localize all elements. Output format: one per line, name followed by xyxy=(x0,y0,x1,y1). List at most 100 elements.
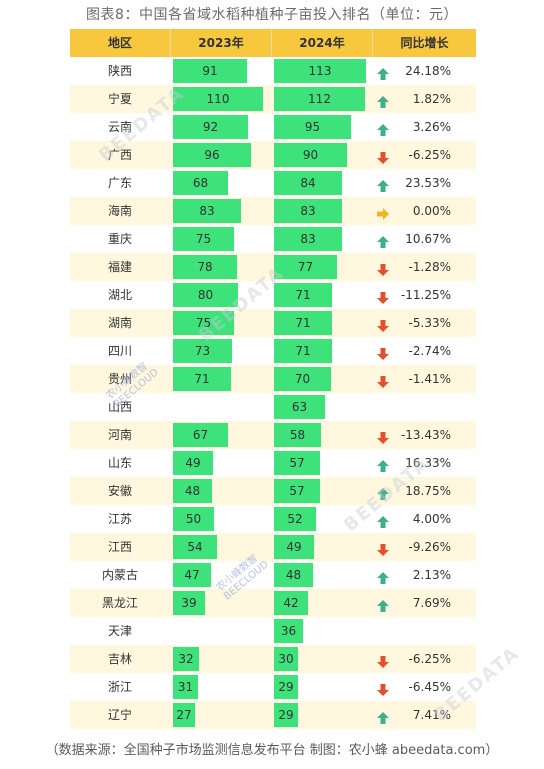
bar-2023 xyxy=(173,423,228,447)
arrow-up-icon xyxy=(377,709,389,724)
region-label: 天津 xyxy=(107,624,132,638)
value-2023: 67 xyxy=(192,428,209,442)
table-header: 地区 2023年 2024年 同比增长 xyxy=(70,29,476,57)
value-2023: 31 xyxy=(177,680,194,694)
arrow-down-icon xyxy=(377,149,389,164)
table-row: 黑龙江 39 42 7.69% xyxy=(70,589,476,617)
yoy-change: -11.25% xyxy=(400,288,451,302)
bar-2023 xyxy=(173,227,234,251)
table-row: 广东 68 84 23.53% xyxy=(70,169,476,197)
table-row: 浙江 31 29 -6.45% xyxy=(70,673,476,701)
arrow-up-icon xyxy=(377,65,389,80)
value-2024: 70 xyxy=(294,372,311,386)
value-2024: 112 xyxy=(308,92,331,106)
region-label: 河南 xyxy=(107,428,132,442)
yoy-change: 4.00% xyxy=(412,512,451,526)
source-note: （数据来源：全国种子市场监测信息发布平台 制图：农小蜂 abeedata.com… xyxy=(45,743,499,758)
bar-2024 xyxy=(274,199,342,223)
table-row: 贵州 71 70 -1.41% xyxy=(70,365,476,393)
yoy-change: -5.33% xyxy=(408,316,451,330)
value-2024: 71 xyxy=(295,288,311,302)
header-2024: 2024年 xyxy=(299,36,345,50)
bar-2024 xyxy=(274,227,342,251)
arrow-down-icon xyxy=(377,317,389,332)
value-2023: 96 xyxy=(204,148,220,162)
region-label: 陕西 xyxy=(107,64,132,78)
yoy-change: -9.26% xyxy=(408,540,451,554)
header-yoy: 同比增长 xyxy=(400,36,449,50)
bar-2024 xyxy=(274,619,303,643)
bar-2023 xyxy=(173,703,195,727)
header-2023: 2023年 xyxy=(198,36,244,50)
table-row: 陕西 91 113 24.18% xyxy=(70,57,476,85)
region-label: 吉林 xyxy=(107,652,132,666)
arrow-up-icon xyxy=(377,177,389,192)
bar-2024 xyxy=(274,535,314,559)
table-row: 湖北 80 71 -11.25% xyxy=(70,281,476,309)
arrow-down-icon xyxy=(377,261,389,276)
bar-2023 xyxy=(173,143,251,167)
bar-2023 xyxy=(173,367,231,391)
bar-2023 xyxy=(173,647,199,671)
value-2024: 83 xyxy=(300,232,316,246)
bar-2023 xyxy=(173,535,217,559)
table-row: 宁夏 110 112 1.82% xyxy=(70,85,476,113)
bar-2024 xyxy=(274,339,332,363)
value-2024: 52 xyxy=(287,512,303,526)
yoy-change: -6.25% xyxy=(408,148,451,162)
bar-2023 xyxy=(173,563,211,587)
region-label: 海南 xyxy=(107,204,132,218)
bar-2024 xyxy=(274,451,320,475)
region-label: 辽宁 xyxy=(107,708,132,722)
value-2024: 71 xyxy=(295,344,311,358)
region-label: 湖南 xyxy=(107,316,132,330)
yoy-change: -2.74% xyxy=(408,344,451,358)
arrow-down-icon xyxy=(377,541,389,556)
value-2024: 57 xyxy=(289,484,305,498)
bar-2024 xyxy=(274,647,298,671)
region-label: 福建 xyxy=(107,260,132,274)
value-2023: 49 xyxy=(185,456,201,470)
value-2023: 91 xyxy=(202,64,218,78)
table-row: 江苏 50 52 4.00% xyxy=(70,505,476,533)
arrow-down-icon xyxy=(377,681,389,696)
value-2023: 32 xyxy=(178,652,194,666)
bar-2024 xyxy=(274,143,347,167)
table-row: 四川 73 71 -2.74% xyxy=(70,337,476,365)
table-row: 云南 92 95 3.26% xyxy=(70,113,476,141)
value-2024: 63 xyxy=(291,400,308,414)
region-label: 安徽 xyxy=(107,484,132,498)
region-label: 浙江 xyxy=(107,680,132,694)
value-2023: 54 xyxy=(187,540,203,554)
value-2024: 71 xyxy=(295,316,311,330)
table-row: 广西 96 90 -6.25% xyxy=(70,141,476,169)
table-row: 福建 78 77 -1.28% xyxy=(70,253,476,281)
value-2024: 48 xyxy=(285,568,302,582)
yoy-change: -13.43% xyxy=(400,428,451,442)
bar-2023 xyxy=(173,675,198,699)
region-label: 山东 xyxy=(107,456,132,470)
bar-2023 xyxy=(173,479,212,503)
bar-2024 xyxy=(274,479,320,503)
arrow-up-icon xyxy=(377,93,389,108)
value-2024: 113 xyxy=(308,64,332,78)
arrow-right-icon xyxy=(377,205,389,220)
bar-2023 xyxy=(173,171,228,195)
value-2023: 75 xyxy=(195,232,212,246)
value-2024: 90 xyxy=(302,148,319,162)
table-row: 重庆 75 83 10.67% xyxy=(70,225,476,253)
table-row: 河南 67 58 -13.43% xyxy=(70,421,476,449)
value-2023: 68 xyxy=(192,176,209,190)
table-row: 湖南 75 71 -5.33% xyxy=(70,309,476,337)
arrow-up-icon xyxy=(377,457,389,472)
region-label: 湖北 xyxy=(107,288,132,302)
value-2023: 47 xyxy=(184,568,200,582)
bar-2023 xyxy=(173,255,237,279)
value-2023: 78 xyxy=(197,260,213,274)
value-2023: 80 xyxy=(197,288,214,302)
value-2023: 27 xyxy=(176,708,192,722)
bar-2024 xyxy=(274,591,308,615)
yoy-change: -1.28% xyxy=(408,260,451,274)
bar-2024 xyxy=(274,395,325,419)
bar-2024 xyxy=(274,507,316,531)
